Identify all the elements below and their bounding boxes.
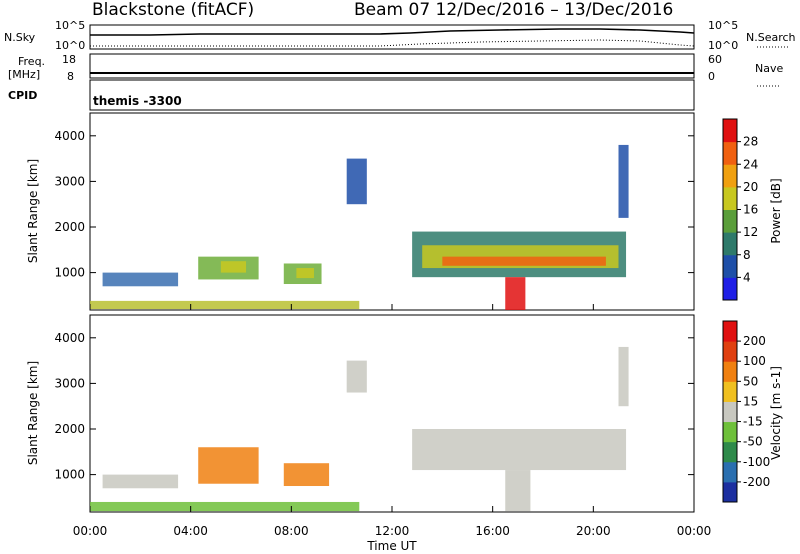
nsky-top-tick: 10^5	[55, 19, 85, 32]
xtick-label: 08:00	[274, 524, 309, 538]
freq-top-tick: 18	[62, 53, 76, 66]
velocity-ytick-label: 2000	[54, 422, 85, 436]
nsearch-bottom-tick: 10^0	[708, 39, 738, 52]
power-colorbar-segment	[723, 141, 737, 165]
velocity-colorbar-label: Velocity [m s-1]	[769, 366, 783, 460]
power-colorbar-segment	[723, 119, 737, 143]
power-colorbar-tick-label: 20	[743, 180, 758, 194]
power-ytick-label: 3000	[54, 174, 85, 188]
velocity-colorbar-segment	[723, 321, 737, 342]
velocity-scatter-region	[346, 360, 367, 393]
velocity-colorbar-segment	[723, 421, 737, 443]
power-scatter-region	[296, 268, 314, 279]
velocity-scatter-region	[90, 501, 360, 512]
power-colorbar-segment	[723, 254, 737, 278]
velocity-colorbar-tick-label: -200	[743, 475, 770, 489]
power-ylabel: Slant Range [km]	[26, 159, 40, 263]
velocity-scatter-region	[198, 447, 259, 484]
power-scatter-region	[346, 158, 367, 205]
freq-bottom-tick: 8	[67, 70, 74, 83]
nsearch-trace	[90, 39, 695, 47]
power-colorbar-tick-label: 8	[743, 248, 751, 262]
power-ytick-label: 2000	[54, 220, 85, 234]
freq-label-line2: [MHz]	[8, 68, 40, 81]
nave-bottom-tick: 0	[708, 70, 715, 83]
xtick-label: 00:00	[677, 524, 712, 538]
xtick-label: 16:00	[475, 524, 510, 538]
velocity-colorbar-tick-label: -100	[743, 455, 770, 469]
velocity-scatter-region	[283, 463, 330, 487]
power-scatter-region	[220, 261, 247, 273]
nsky-trace	[90, 28, 695, 36]
radar-title: Blackstone (fitACF)	[92, 0, 254, 20]
power-ytick-label: 1000	[54, 266, 85, 280]
velocity-ytick-label: 1000	[54, 468, 85, 482]
velocity-colorbar-tick-label: 200	[743, 334, 766, 348]
noise-strip	[89, 24, 695, 50]
nave-label: Nave	[755, 62, 783, 75]
velocity-colorbar-segment	[723, 441, 737, 463]
velocity-colorbar-tick-label: 15	[743, 394, 758, 408]
power-scatter-region	[442, 256, 606, 266]
power-colorbar-segment	[723, 164, 737, 188]
nave-top-tick: 60	[708, 53, 722, 66]
nsky-label: N.Sky	[4, 31, 36, 44]
velocity-ylabel: Slant Range [km]	[26, 361, 40, 465]
velocity-scatter-region	[102, 474, 179, 489]
velocity-scatter-region	[618, 346, 629, 407]
velocity-scatter-region	[412, 429, 627, 471]
power-colorbar-segment	[723, 209, 737, 233]
nsearch-label: N.Search	[746, 31, 796, 44]
velocity-colorbar-tick-label: -15	[743, 415, 763, 429]
power-colorbar-tick-label: 16	[743, 203, 758, 217]
power-plot-area	[89, 112, 695, 311]
power-colorbar-label: Power [dB]	[769, 178, 783, 243]
freq-label-line1: Freq.	[18, 55, 45, 68]
velocity-colorbar-segment	[723, 341, 737, 362]
power-scatter-region	[505, 277, 526, 310]
power-colorbar-tick-label: 28	[743, 135, 758, 149]
velocity-colorbar-tick-label: 50	[743, 374, 758, 388]
power-scatter-region	[90, 300, 360, 310]
cpid-label: CPID	[8, 89, 37, 102]
velocity-colorbar-tick-label: -50	[743, 435, 763, 449]
power-colorbar-tick-label: 4	[743, 270, 751, 284]
xaxis-label: Time UT	[366, 539, 417, 553]
velocity-panel: 1000 2000 3000 4000 Slant Range [km] 200 100…	[26, 314, 783, 513]
velocity-colorbar-segment	[723, 401, 737, 423]
nsky-bottom-tick: 10^0	[55, 39, 85, 52]
power-colorbar-tick-label: 12	[743, 225, 758, 239]
power-colorbar-segment	[723, 186, 737, 210]
power-ytick-label: 4000	[54, 129, 85, 143]
power-panel: 1000 2000 3000 4000 Slant Range [km] 4 8 12 16…	[26, 112, 783, 311]
power-colorbar-segment	[723, 277, 737, 301]
velocity-colorbar-tick-label: 100	[743, 354, 766, 368]
velocity-colorbar-segment	[723, 481, 737, 503]
nsearch-top-tick: 10^5	[708, 19, 738, 32]
power-colorbar-segment	[723, 232, 737, 256]
velocity-colorbar-segment	[723, 361, 737, 382]
cpid-value: themis -3300	[93, 94, 182, 108]
velocity-colorbar-segment	[723, 461, 737, 483]
velocity-ytick-label: 4000	[54, 331, 85, 345]
power-colorbar-tick-label: 24	[743, 157, 758, 171]
power-scatter-region	[102, 272, 179, 287]
xtick-label: 12:00	[375, 524, 410, 538]
xtick-label: 04:00	[173, 524, 208, 538]
velocity-colorbar-segment	[723, 381, 737, 402]
xtick-label: 00:00	[73, 524, 108, 538]
velocity-ytick-label: 3000	[54, 376, 85, 390]
freq-strip	[89, 53, 695, 79]
velocity-plot-area	[89, 314, 695, 513]
velocity-scatter-region	[505, 470, 531, 512]
xtick-label: 20:00	[576, 524, 611, 538]
cpid-strip	[89, 79, 695, 111]
velocity-colorbar-frame	[722, 320, 738, 503]
beam-date-label: Beam 07 12/Dec/2016 – 13/Dec/2016	[354, 0, 673, 20]
power-scatter-region	[618, 144, 629, 218]
